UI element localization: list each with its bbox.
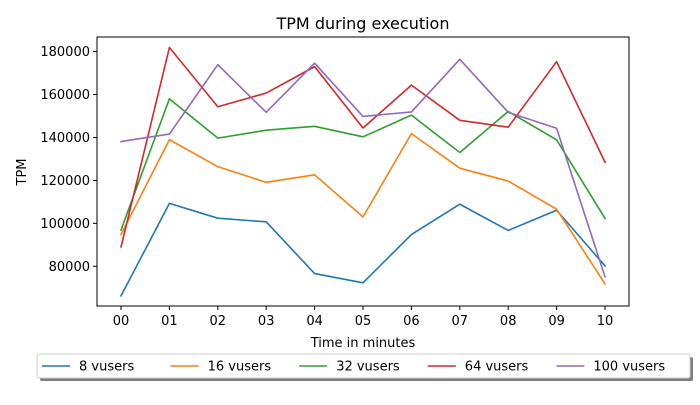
y-tick-label: 120000 bbox=[40, 174, 90, 189]
legend-label-3: 64 vusers bbox=[465, 360, 529, 375]
x-tick-label: 05 bbox=[355, 314, 372, 329]
series-line-4 bbox=[120, 58, 607, 278]
y-tick-label: 80000 bbox=[49, 260, 90, 275]
legend: 8 vusers 16 vusers 32 vusers 64 vusers 100 v… bbox=[36, 353, 693, 381]
y-axis-label: TPM bbox=[15, 159, 30, 187]
x-tick-label: 03 bbox=[258, 314, 275, 329]
x-tick-label: 04 bbox=[306, 314, 323, 329]
x-tick-label: 02 bbox=[210, 314, 227, 329]
plot-frame bbox=[96, 36, 630, 307]
x-axis-label: Time in minutes bbox=[310, 336, 416, 351]
legend-label-1: 16 vusers bbox=[208, 360, 272, 375]
y-tick-label: 140000 bbox=[40, 131, 90, 146]
series-line-0 bbox=[119, 202, 607, 297]
plot-area: 00 01 02 03 04 05 06 07 08 09 10 80000 100000 120000 1… bbox=[40, 36, 630, 329]
x-tick-label: 09 bbox=[548, 314, 565, 329]
x-tick-label: 00 bbox=[113, 314, 130, 329]
chart-title: TPM during execution bbox=[276, 14, 450, 33]
legend-label-4: 100 vusers bbox=[593, 360, 665, 375]
y-tick-label: 160000 bbox=[40, 88, 90, 103]
x-tick-label: 01 bbox=[161, 314, 178, 329]
x-tick-label: 08 bbox=[500, 314, 517, 329]
legend-box bbox=[36, 353, 691, 379]
x-tick-label: 07 bbox=[452, 314, 469, 329]
legend-label-0: 8 vusers bbox=[79, 360, 134, 375]
y-tick-label: 100000 bbox=[40, 217, 90, 232]
series-line-2 bbox=[119, 98, 607, 232]
x-tick-label: 06 bbox=[403, 314, 420, 329]
legend-label-2: 32 vusers bbox=[336, 360, 400, 375]
series-line-1 bbox=[119, 132, 607, 285]
x-tick-label: 10 bbox=[597, 314, 614, 329]
y-tick-label: 180000 bbox=[40, 45, 90, 60]
